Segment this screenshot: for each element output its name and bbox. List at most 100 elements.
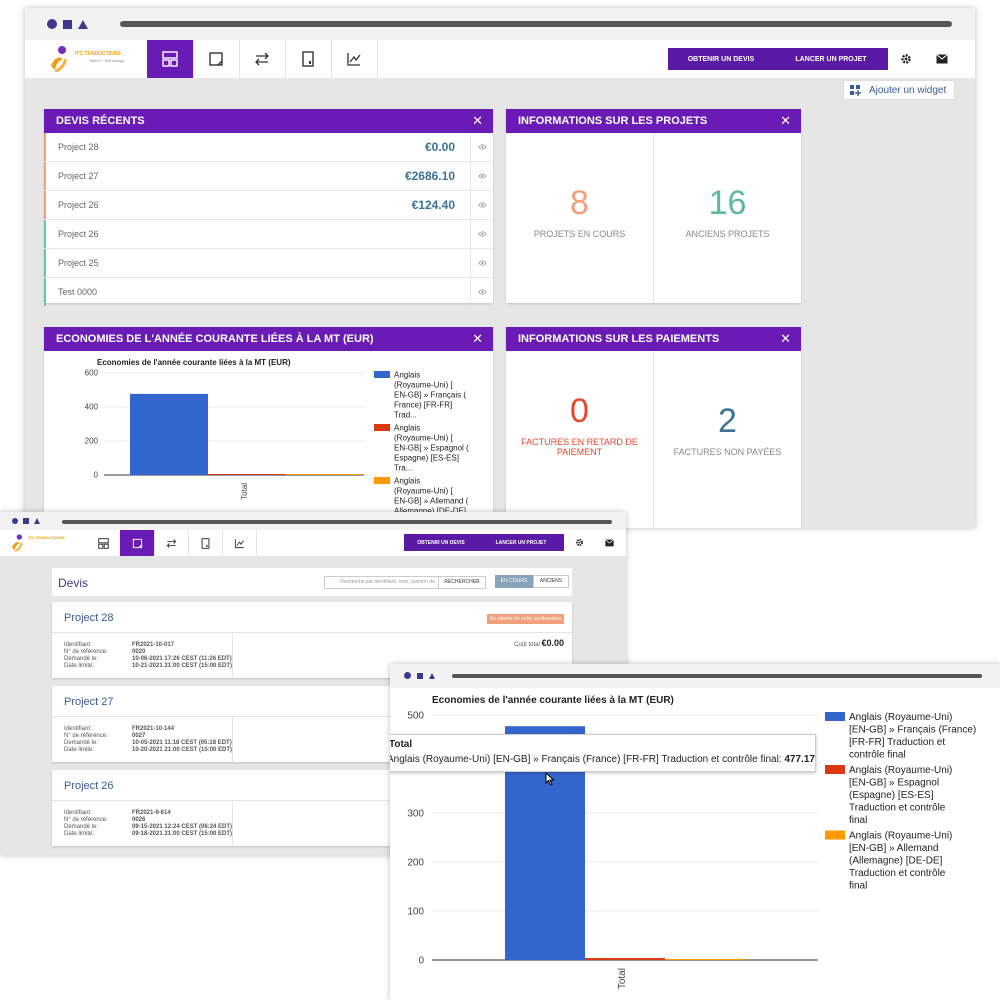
window-triangle-icon[interactable] [78,19,88,29]
window-square-icon[interactable] [23,518,29,524]
field-label: N° de référence: [64,817,108,823]
bar-3[interactable] [665,959,745,960]
address-bar[interactable] [452,674,982,678]
status-indicator [44,191,46,219]
view-quote-button[interactable] [470,249,493,277]
quote-row[interactable]: Project 28 €0.00 [44,133,493,162]
eye-icon [477,260,487,266]
settings-button[interactable] [893,48,919,70]
mouse-cursor-icon [545,772,555,786]
nav-transfer[interactable] [154,530,189,556]
legend-swatch [825,830,845,840]
quote-row[interactable]: Project 27 €2686.10 [44,162,493,191]
start-project-button[interactable]: LANCER UN PROJET [774,48,888,70]
view-quote-button[interactable] [470,220,493,248]
legend-label-line: EN-GB] » Français ( [394,390,466,399]
close-icon[interactable]: ✕ [472,331,483,346]
search-input[interactable]: Recherche par identifiant, nom, numéro d… [324,576,439,589]
unpaid-invoices-stat[interactable]: 2 FACTURES NON PAYÉES [654,402,801,457]
field-value: 10-20-2021 21:00 CEST (15:00 EDT) [132,747,233,753]
bar-3[interactable] [286,474,364,475]
nav-quotes[interactable] [193,40,240,78]
brand-logo-icon[interactable] [8,533,28,553]
field-label: Demandé le: [64,656,99,662]
address-bar[interactable] [120,21,952,27]
view-quote-button[interactable] [470,191,493,219]
bar-1[interactable] [130,393,208,475]
status-indicator [44,278,46,306]
get-quote-button[interactable]: OBTENIR UN DEVIS [668,48,774,70]
brand-logo-icon [51,46,67,72]
field-label: Date limite: [64,747,95,753]
card-vdivider [232,717,233,762]
quote-row[interactable]: Project 26 [44,220,493,249]
quote-row[interactable]: Project 26 €124.40 [44,191,493,220]
start-project-button[interactable]: LANCER UN PROJET [478,534,564,551]
card-divider [52,632,572,633]
search-button[interactable]: RECHERCHER [438,576,486,589]
quote-row[interactable]: Test 0000 [44,278,493,307]
tab-ongoing[interactable]: EN COURS [495,575,533,588]
window-square-icon[interactable] [63,19,72,29]
legend-label-line: Anglais [394,476,420,485]
close-icon[interactable]: ✕ [780,113,791,128]
legend-label-line: (Royaume-Uni) [ [394,486,453,495]
eye-icon [477,231,487,237]
late-invoices-stat[interactable]: 0 FACTURES EN RETARD DE PAIEMENT [516,392,643,457]
view-quote-button[interactable] [470,278,493,306]
legend-label: Anglais (Royaume-Uni) [EN-GB] » Espagnol(… [849,765,952,826]
bar-2[interactable] [208,474,286,475]
legend-swatch [825,765,845,774]
nav-dashboard[interactable] [147,40,194,78]
brand-logo[interactable]: ITC TRADUCTIONS Talent + Technology [45,44,155,74]
tab-past[interactable]: ANCIENS [533,575,569,588]
address-bar[interactable] [62,520,612,524]
field-value: 0020 [132,649,146,655]
status-indicator [44,162,46,190]
nav-reports[interactable] [222,530,257,556]
total-cost-label: Coût total [514,642,540,648]
window-dot-icon[interactable] [47,19,57,29]
view-quote-button[interactable] [470,162,493,190]
tooltip-line: Anglais (Royaume-Uni) [EN-GB] » Français… [390,754,815,765]
nav-quotes[interactable] [120,530,155,556]
quote-card-title[interactable]: Project 28 [64,612,114,624]
close-icon[interactable]: ✕ [472,113,483,128]
late-invoices-label: FACTURES EN RETARD DE PAIEMENT [521,437,638,457]
window-dot-icon[interactable] [404,672,411,679]
payments-info-widget: INFORMATIONS SUR LES PAIEMENTS ✕ 0 FACTUR… [506,327,801,528]
quote-row[interactable]: Project 25 [44,249,493,278]
window-square-icon[interactable] [417,672,423,679]
add-widget-label: Ajouter un widget [869,84,947,96]
quote-card-title[interactable]: Project 26 [64,780,114,792]
widget-title: DEVIS RÉCENTS [56,115,145,127]
add-widget-button[interactable]: Ajouter un widget [843,80,955,100]
nav-transfer[interactable] [239,40,286,78]
window-triangle-icon[interactable] [429,672,435,679]
legend-label-line: Anglais (Royaume-Uni) [849,831,952,842]
field-label: Demandé le: [64,824,99,830]
status-indicator [44,133,46,161]
app-header: ITC TRADUCTIONS OBTENIR UN DEVIS LANCER … [0,530,626,557]
window-triangle-icon[interactable] [34,518,40,524]
past-projects-stat[interactable]: 16 ANCIENS PROJETS [654,184,801,239]
recent-quotes-widget: DEVIS RÉCENTS ✕ Project 28 €0.00 Project … [44,109,493,307]
nav-dashboard[interactable] [86,530,121,556]
settings-button[interactable] [570,534,588,551]
nav-invoices[interactable] [285,40,332,78]
quote-amount: €0.00 [424,140,455,154]
dashboard-content: Ajouter un widget DEVIS RÉCENTS ✕ Project… [25,78,975,528]
legend-label-line: Allemagne) [DE-DE] [394,506,466,515]
ongoing-projects-stat[interactable]: 8 PROJETS EN COURS [506,184,653,239]
nav-reports[interactable] [331,40,378,78]
messages-button[interactable] [600,534,618,551]
messages-button[interactable] [929,48,955,70]
bar-2[interactable] [585,958,665,960]
get-quote-button[interactable]: OBTENIR UN DEVIS [404,534,478,551]
window-dot-icon[interactable] [12,518,18,524]
view-quote-button[interactable] [470,133,493,161]
quote-card-title[interactable]: Project 27 [64,696,114,708]
close-icon[interactable]: ✕ [780,331,791,346]
projects-info-widget: INFORMATIONS SUR LES PROJETS ✕ 8 PROJETS … [506,109,801,303]
nav-invoices[interactable] [188,530,223,556]
